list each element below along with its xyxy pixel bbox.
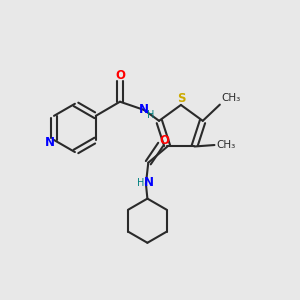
Text: CH₃: CH₃ <box>221 93 241 103</box>
Text: CH₃: CH₃ <box>216 140 235 150</box>
Text: O: O <box>115 69 125 82</box>
Text: N: N <box>45 136 55 149</box>
Text: N: N <box>144 176 154 189</box>
Text: H: H <box>137 178 144 188</box>
Text: O: O <box>159 134 169 147</box>
Text: S: S <box>177 92 185 105</box>
Text: N: N <box>139 103 149 116</box>
Text: H: H <box>147 110 154 120</box>
